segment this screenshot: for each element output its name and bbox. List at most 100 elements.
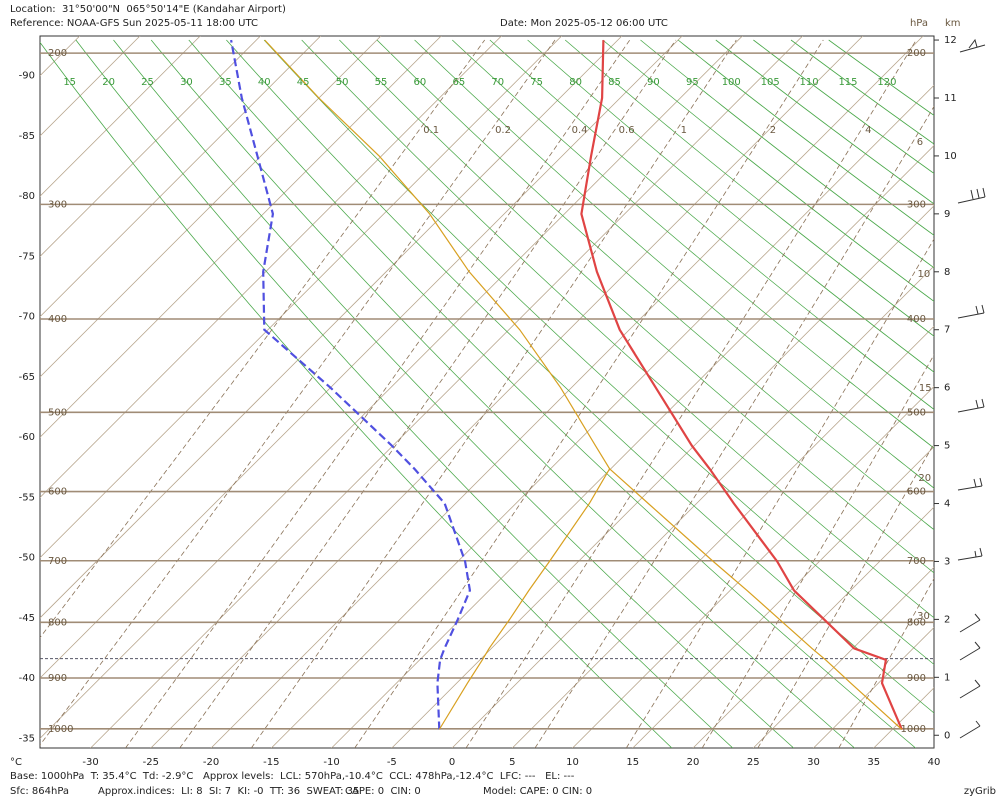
dry-adiabat: [414, 39, 934, 489]
wind-barb: [959, 720, 981, 739]
dry-adiabat-label: 35: [219, 77, 232, 88]
isotherm: [512, 325, 934, 748]
x-tick-label: -10: [323, 757, 339, 768]
x-tick-label: 10: [566, 757, 579, 768]
mixing-ratio-line: [125, 39, 631, 748]
pressure-label-right: 200: [907, 48, 926, 59]
brand: zyGrib: [964, 786, 996, 797]
km-tick-label: 8: [944, 267, 950, 278]
km-tick-label: 12: [944, 35, 957, 46]
dry-adiabat-label: 40: [258, 77, 271, 88]
pressure-label-right: 600: [907, 487, 926, 498]
km-tick-label: 3: [944, 556, 950, 567]
isotherm: [391, 205, 934, 748]
isotherm: [572, 385, 934, 748]
dry-adiabat-label: 50: [336, 77, 349, 88]
x-tick-label: -25: [143, 757, 159, 768]
km-tick-label: 10: [944, 151, 957, 162]
pressure-label-right: 700: [907, 556, 926, 567]
dry-adiabat: [75, 39, 734, 748]
pressure-label-left: 700: [48, 556, 67, 567]
isotherm: [40, 36, 321, 318]
dry-adiabat-label: 90: [647, 77, 660, 88]
isotherm: [40, 36, 261, 257]
x-tick-label: 15: [626, 757, 639, 768]
pressure-label-left: 900: [48, 673, 67, 684]
isotherm: [40, 36, 502, 498]
pressure-label-right: 400: [907, 314, 926, 325]
isotherm-label: -85: [19, 131, 35, 142]
mixing-ratio-label: 15: [919, 383, 932, 394]
height-unit: km: [945, 18, 961, 29]
mixing-ratio-label: 2: [770, 125, 776, 136]
dry-adiabat-label: 105: [761, 77, 780, 88]
km-tick-label: 9: [944, 209, 950, 220]
pressure-label-left: 200: [48, 48, 67, 59]
dry-adiabat-label: 25: [141, 77, 154, 88]
dry-adiabat-label: 95: [686, 77, 699, 88]
mixing-ratio-label: 0.6: [619, 125, 635, 136]
isotherm-label: -60: [19, 432, 35, 443]
dry-adiabat-label: 65: [452, 77, 465, 88]
x-axis-label: °C: [10, 757, 22, 768]
dry-adiabat: [489, 39, 934, 410]
isotherm: [813, 626, 934, 748]
mixing-ratio-line: [179, 39, 677, 748]
dry-adiabat: [150, 39, 855, 748]
wind-barb: [959, 613, 981, 633]
pressure-label-right: 500: [907, 407, 926, 418]
dry-adiabat-label: 45: [297, 77, 310, 88]
mixing-ratio-line: [534, 105, 934, 748]
pressure-label-right: 300: [907, 199, 926, 210]
pressure-label-right: 1000: [901, 724, 926, 735]
x-tick-label: 0: [449, 757, 455, 768]
wind-barb: [957, 304, 985, 319]
km-tick-label: 0: [944, 730, 950, 741]
pressure-label-left: 300: [48, 199, 67, 210]
dry-adiabat: [564, 39, 934, 337]
dry-adiabat-label: 15: [63, 77, 76, 88]
x-tick-label: 5: [509, 757, 515, 768]
dry-adiabat-label: 20: [102, 77, 115, 88]
mixing-ratio-label: 0.4: [572, 125, 588, 136]
isotherm-label: -90: [19, 71, 35, 82]
x-tick-label: -30: [82, 757, 98, 768]
pressure-label-right: 800: [907, 617, 926, 628]
km-tick-label: 6: [944, 383, 950, 394]
mixing-ratio-label: 0.1: [423, 125, 439, 136]
pressure-label-left: 500: [48, 407, 67, 418]
mixing-ratio-line: [354, 39, 824, 748]
isotherm-label: -65: [19, 372, 35, 383]
dry-adiabat-label: 85: [608, 77, 621, 88]
mixing-ratio-line: [625, 238, 934, 748]
dry-adiabat: [113, 39, 794, 748]
isotherm: [271, 84, 934, 748]
isotherm: [752, 566, 934, 748]
dry-adiabat: [301, 39, 934, 619]
isotherm: [210, 36, 924, 748]
dry-adiabat: [452, 39, 934, 449]
reference: Reference: NOAA-GFS Sun 2025-05-11 18:00…: [10, 18, 258, 29]
dry-adiabat: [640, 39, 934, 269]
dry-adiabat: [263, 39, 934, 665]
footer-indices: Approx.indices: LI: 8 SI: 7 KI: -0 TT: 3…: [98, 786, 359, 797]
km-tick-label: 4: [944, 499, 950, 510]
isotherm-label: -80: [19, 191, 35, 202]
mixing-ratio-line: [465, 39, 917, 748]
isotherm-label: -40: [19, 673, 35, 684]
mixing-ratio-label: 6: [917, 137, 923, 148]
isotherm: [90, 36, 803, 748]
x-tick-label: 30: [807, 757, 820, 768]
dry-adiabat-label: 60: [414, 77, 427, 88]
dry-adiabat: [677, 39, 934, 236]
mixing-ratio-label: 10: [917, 269, 930, 280]
wind-barb: [959, 641, 981, 661]
mixing-ratio-label: 4: [865, 125, 871, 136]
isotherm: [40, 36, 562, 559]
x-tick-label: 35: [867, 757, 880, 768]
isotherm: [451, 265, 934, 748]
isotherm: [632, 446, 934, 748]
wind-barb: [957, 398, 985, 413]
dry-adiabat: [715, 39, 934, 205]
x-tick-label: -20: [203, 757, 219, 768]
